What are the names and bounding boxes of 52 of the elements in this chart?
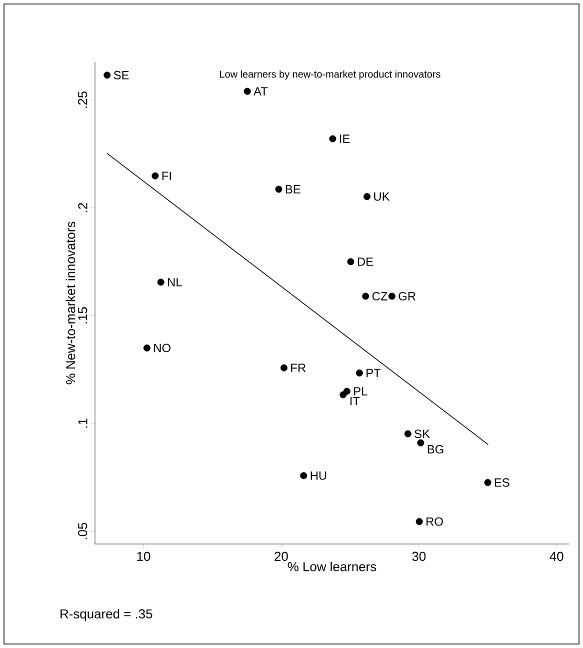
point xyxy=(157,278,164,286)
y-tick-label: .05 xyxy=(78,522,88,540)
text: Low learners by new-to-market product innovators xyxy=(220,70,440,80)
y-axis-title: % New-to-market innovators xyxy=(66,222,76,384)
annotation: GR xyxy=(398,292,416,300)
x-tick-label: 20 xyxy=(274,552,288,561)
annotation: SE xyxy=(114,70,129,80)
point xyxy=(356,369,363,376)
point xyxy=(152,172,159,180)
point xyxy=(347,258,354,266)
point xyxy=(362,292,370,300)
annotation: IE xyxy=(340,134,350,143)
annotation: SK xyxy=(414,430,430,438)
annotation: BE xyxy=(286,185,300,194)
annotation: DE xyxy=(358,258,374,266)
annotation: NL xyxy=(168,278,182,286)
y-tick-label: .2 xyxy=(78,203,88,212)
annotation: AT xyxy=(254,87,268,96)
x-tick-label: 10 xyxy=(137,552,150,561)
point xyxy=(104,72,111,79)
point xyxy=(244,88,251,95)
point xyxy=(340,391,347,398)
point xyxy=(143,344,150,352)
point xyxy=(388,292,396,300)
y-tick-label: .1 xyxy=(78,418,88,428)
point xyxy=(417,439,424,446)
point xyxy=(329,135,336,142)
annotation: HU xyxy=(310,471,326,480)
point xyxy=(404,430,412,438)
x-tick-label: 40 xyxy=(550,552,564,561)
x-axis-title: % Low learners xyxy=(288,562,376,572)
point xyxy=(416,518,423,526)
y-tick-label: .15 xyxy=(78,307,88,324)
annotation: BG xyxy=(428,445,444,454)
annotation: FI xyxy=(162,172,171,180)
point xyxy=(363,193,370,200)
annotation: FR xyxy=(291,364,306,372)
point xyxy=(484,479,492,486)
annotation: ES xyxy=(494,478,510,487)
point xyxy=(300,472,308,480)
point xyxy=(275,186,282,193)
annotation: CZ xyxy=(372,292,388,300)
point xyxy=(280,364,288,372)
annotation: NO xyxy=(154,344,170,352)
annotation: UK xyxy=(374,192,390,201)
annotation: IT xyxy=(350,396,360,406)
annotation: PT xyxy=(366,368,381,378)
y-tick-label: .25 xyxy=(78,91,88,108)
x-tick-label: 30 xyxy=(412,552,426,561)
annotation: PL xyxy=(354,387,368,396)
text: R-squared = .35 xyxy=(60,608,152,622)
annotation: RO xyxy=(426,517,443,526)
